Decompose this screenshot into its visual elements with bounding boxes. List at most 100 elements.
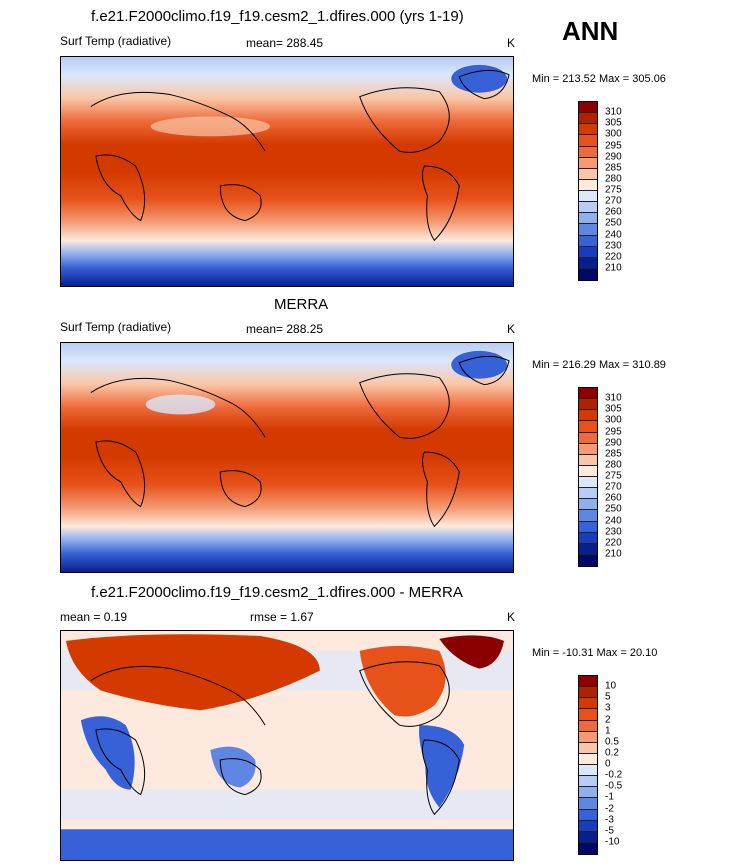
colorbar-swatch — [579, 235, 597, 247]
colorbar-swatch — [579, 731, 597, 743]
minmax-label-model: Min = 213.52 Max = 305.06 — [532, 73, 666, 85]
colorbar-tick-label: -0.5 — [605, 780, 623, 792]
map-obs-svg — [61, 343, 513, 572]
colorbar-swatch — [579, 554, 597, 566]
colorbar-swatch — [579, 521, 597, 533]
colorbar-tick-label: 240 — [605, 515, 622, 526]
colorbar-swatch — [579, 776, 597, 788]
map-model — [60, 56, 514, 287]
colorbar-tick-label: 210 — [605, 262, 622, 274]
panel-title-obs: MERRA — [274, 296, 329, 313]
colorbar-tick-label: -10 — [605, 836, 620, 848]
colorbar-tick-label: 0 — [605, 758, 611, 770]
colorbar-swatch — [579, 432, 597, 444]
colorbar-tick-label: 300 — [605, 414, 622, 426]
colorbar-tick-label: 285 — [605, 448, 622, 460]
map-model-svg — [61, 57, 513, 286]
colorbar-tick-label: 310 — [605, 106, 622, 118]
colorbar-swatch — [579, 410, 597, 422]
colorbar-tick-label: 210 — [605, 548, 622, 560]
colorbar-tick-label: 3 — [605, 702, 611, 714]
colorbar-tick-label: 220 — [605, 251, 622, 263]
colorbar-tick-label: 250 — [605, 503, 622, 515]
colorbar-tick-label: 305 — [605, 117, 622, 129]
minmax-label-obs: Min = 216.29 Max = 310.89 — [532, 359, 666, 371]
colorbar-swatch — [579, 543, 597, 555]
minmax-label-diff: Min = -10.31 Max = 20.10 — [532, 647, 658, 659]
colorbar-swatch — [579, 798, 597, 810]
colorbar-swatch — [579, 191, 597, 203]
colorbar-swatch — [579, 388, 597, 400]
colorbar-tick-label: 310 — [605, 392, 622, 404]
colorbar-swatch — [579, 499, 597, 511]
colorbar-swatch — [579, 709, 597, 721]
colorbar-tick-label: 300 — [605, 128, 622, 140]
colorbar-tick-label: 230 — [605, 240, 622, 252]
colorbar-obs — [578, 387, 598, 567]
units-label-diff: K — [507, 610, 516, 624]
colorbar-tick-label: 275 — [605, 184, 622, 196]
variable-label-obs: Surf Temp (radiative) — [60, 320, 172, 334]
colorbar-tick-label: 0.2 — [605, 747, 619, 759]
colorbar-model — [578, 101, 598, 281]
colorbar-swatch — [579, 532, 597, 544]
colorbar-swatch — [579, 399, 597, 411]
colorbar-swatch — [579, 213, 597, 225]
colorbar-swatch — [579, 124, 597, 136]
colorbar-swatch — [579, 510, 597, 522]
colorbar-swatch — [579, 477, 597, 489]
map-obs — [60, 342, 514, 573]
colorbar-swatch — [579, 257, 597, 269]
colorbar-swatch — [579, 179, 597, 191]
colorbar-swatch — [579, 135, 597, 147]
colorbar-tick-label: 295 — [605, 140, 622, 151]
colorbar-swatch — [579, 246, 597, 258]
rmse-label-diff: rmse = 1.67 — [250, 610, 314, 624]
colorbar-swatch — [579, 820, 597, 832]
colorbar-swatch — [579, 687, 597, 699]
colorbar-tick-label: 240 — [605, 229, 622, 240]
colorbar-tick-label: 290 — [605, 437, 622, 449]
colorbar-swatch — [579, 676, 597, 688]
colorbar-swatch — [579, 831, 597, 843]
colorbar-tick-label: 260 — [605, 206, 622, 218]
colorbar-tick-label: -0.2 — [605, 769, 623, 781]
panel-title-model: f.e21.F2000climo.f19_f19.cesm2_1.dfires.… — [91, 8, 464, 25]
colorbar-tick-label: 305 — [605, 403, 622, 415]
mean-label-obs: mean= 288.25 — [246, 322, 324, 336]
colorbar-tick-label: 230 — [605, 526, 622, 538]
colorbar-tick-label: 0.5 — [605, 736, 619, 748]
colorbar-tick-label: 2 — [605, 714, 611, 725]
colorbar-swatch — [579, 146, 597, 158]
colorbar-swatch — [579, 202, 597, 214]
units-label-obs: K — [507, 322, 516, 336]
colorbar-swatch — [579, 113, 597, 125]
colorbar-swatch — [579, 720, 597, 732]
colorbar-swatch — [579, 268, 597, 280]
colorbar-tick-label: 1 — [605, 725, 611, 737]
mean-label-model: mean= 288.45 — [246, 36, 324, 50]
colorbar-tick-label: 290 — [605, 151, 622, 163]
colorbar-swatch — [579, 809, 597, 821]
colorbar-tick-label: -2 — [605, 803, 614, 814]
map-diff — [60, 630, 514, 861]
colorbar-swatch — [579, 765, 597, 777]
colorbar-tick-label: 275 — [605, 470, 622, 482]
colorbar-tick-label: 280 — [605, 173, 622, 185]
colorbar-swatch — [579, 102, 597, 114]
colorbar-tick-label: 250 — [605, 217, 622, 229]
colorbar-tick-label: -1 — [605, 791, 614, 803]
colorbar-tick-label: 285 — [605, 162, 622, 174]
colorbar-tick-label: 260 — [605, 492, 622, 504]
colorbar-tick-label: 280 — [605, 459, 622, 471]
units-label-model: K — [507, 36, 516, 50]
variable-label-model: Surf Temp (radiative) — [60, 34, 172, 48]
colorbar-swatch — [579, 488, 597, 500]
panel-title-diff: f.e21.F2000climo.f19_f19.cesm2_1.dfires.… — [91, 584, 463, 601]
colorbar-tick-label: -5 — [605, 825, 614, 837]
colorbar-swatch — [579, 465, 597, 477]
colorbar-swatch — [579, 787, 597, 799]
colorbar-swatch — [579, 157, 597, 169]
colorbar-swatch — [579, 443, 597, 455]
colorbar-swatch — [579, 842, 597, 854]
